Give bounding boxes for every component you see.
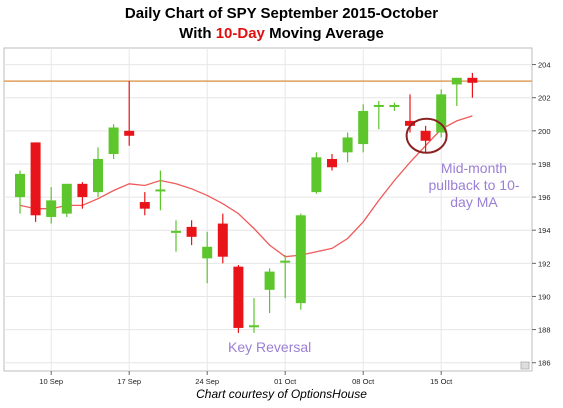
- y-tick-label: 188: [538, 326, 551, 335]
- x-tick-label: 24 Sep: [195, 377, 219, 386]
- y-tick-label: 194: [538, 226, 551, 235]
- candle-body: [389, 104, 400, 107]
- grid-lines: [4, 48, 532, 371]
- chart-credit: Chart courtesy of OptionsHouse: [196, 387, 367, 401]
- x-axis-ticks: 10 Sep 17 Sep 24 Sep 01 Oct 08 Oct 15 Oct: [39, 371, 453, 386]
- candle-body: [358, 110, 369, 145]
- candle-body: [264, 271, 275, 290]
- pullback-label-line2: pullback to 10-: [428, 177, 519, 193]
- candle-body: [139, 202, 150, 209]
- candle-body: [93, 158, 103, 193]
- candle-body: [311, 157, 322, 193]
- candle-body: [249, 325, 259, 328]
- candle-body: [61, 183, 72, 214]
- y-tick-label: 186: [538, 359, 551, 368]
- candle-body: [467, 77, 478, 83]
- candle-body: [342, 137, 353, 153]
- y-tick-label: 198: [538, 160, 551, 169]
- moving-average-line: [19, 115, 473, 258]
- candle-body: [217, 223, 228, 257]
- candle-body: [171, 230, 181, 233]
- candle-body: [420, 130, 431, 141]
- candle-body: [15, 173, 25, 198]
- candle-body: [77, 183, 88, 198]
- x-tick-label: 01 Oct: [274, 377, 297, 386]
- candle-body: [202, 246, 213, 259]
- candles: [15, 72, 478, 333]
- candle-body: [30, 142, 41, 216]
- y-tick-label: 204: [538, 61, 551, 70]
- highlight-circle: [405, 117, 448, 154]
- key-reversal-label: Key Reversal: [228, 339, 311, 355]
- candle-body: [108, 127, 119, 155]
- candle-body: [327, 158, 337, 168]
- y-tick-label: 200: [538, 127, 551, 136]
- candle-body: [436, 94, 447, 133]
- x-tick-label: 17 Sep: [117, 377, 141, 386]
- title-prefix: With: [179, 25, 216, 42]
- x-tick-label: 15 Oct: [430, 377, 453, 386]
- pullback-label-line1: Mid-month: [441, 160, 507, 176]
- chart-title-line1: Daily Chart of SPY September 2015-Octobe…: [124, 5, 439, 22]
- candle-body: [46, 200, 57, 217]
- y-tick-label: 196: [538, 193, 551, 202]
- y-tick-label: 202: [538, 94, 551, 103]
- title-highlight: 10-Day: [215, 25, 265, 42]
- x-tick-label: 10 Sep: [39, 377, 63, 386]
- candle-body: [451, 77, 462, 85]
- candle-body: [295, 215, 306, 304]
- y-tick-label: 192: [538, 259, 551, 268]
- y-tick-label: 190: [538, 292, 551, 301]
- candle-body: [124, 130, 135, 136]
- candle-body: [155, 189, 166, 192]
- candle-body: [186, 226, 197, 237]
- candle-body: [373, 104, 384, 107]
- pullback-label-line3: day MA: [450, 194, 498, 210]
- candle-body: [233, 266, 244, 328]
- title-suffix: Moving Average: [264, 25, 384, 42]
- candle-body: [405, 120, 415, 126]
- chart-title-line2: With 10-Day Moving Average: [0, 25, 563, 42]
- y-axis-ticks: 186 188 190 192 194 196 198 200 202 204: [532, 61, 551, 368]
- candle-body: [280, 260, 291, 263]
- x-tick-label: 08 Oct: [352, 377, 375, 386]
- corner-marker: [520, 361, 530, 370]
